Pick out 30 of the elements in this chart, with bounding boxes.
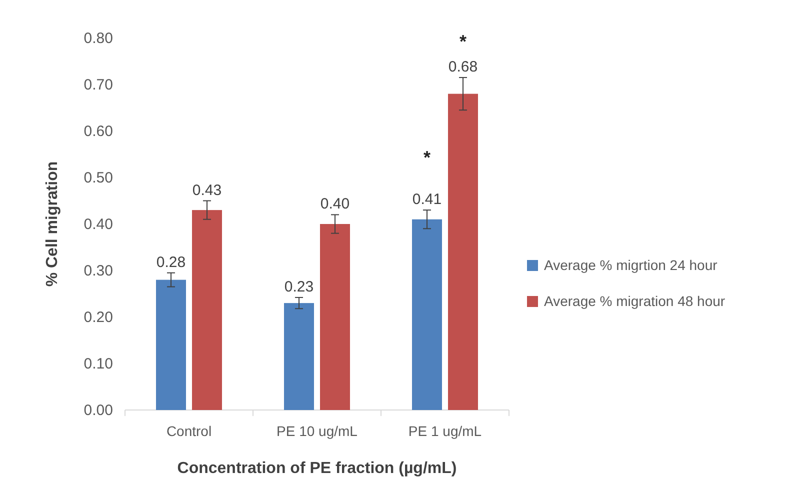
bar [448,94,478,410]
annotation: * [459,32,467,52]
x-tick-label: PE 1 ug/mL [408,422,482,439]
legend-label: Average % migrtion 24 hour [544,257,718,273]
data-label: 0.40 [320,196,350,213]
data-label: 0.23 [284,278,314,296]
y-tick-label: 0.80 [84,30,113,47]
bar [192,210,222,410]
y-tick-label: 0.00 [84,402,113,419]
y-tick-label: 0.30 [84,262,113,280]
y-tick-label: 0.20 [84,308,113,326]
y-tick-label: 0.40 [84,216,113,233]
x-tick-label: PE 10 ug/mL [276,422,358,439]
bar [412,219,442,410]
x-axis-title: Concentration of PE fraction (µg/mL) [177,460,457,477]
y-tick-label: 0.10 [84,355,113,372]
y-tick-label: 0.60 [84,122,113,140]
data-label: 0.43 [192,182,222,199]
data-label: 0.68 [448,58,478,76]
y-tick-label: 0.70 [84,76,113,94]
bar [284,303,314,410]
data-label: 0.41 [412,191,442,208]
x-tick-label: Control [166,422,212,439]
bar [156,280,186,410]
y-axis-title: % Cell migration [44,161,61,287]
legend-label: Average % migration 48 hour [544,293,726,309]
y-tick-label: 0.50 [84,169,113,186]
bar [320,224,350,410]
data-label: 0.28 [156,254,186,271]
annotation: * [423,148,431,168]
